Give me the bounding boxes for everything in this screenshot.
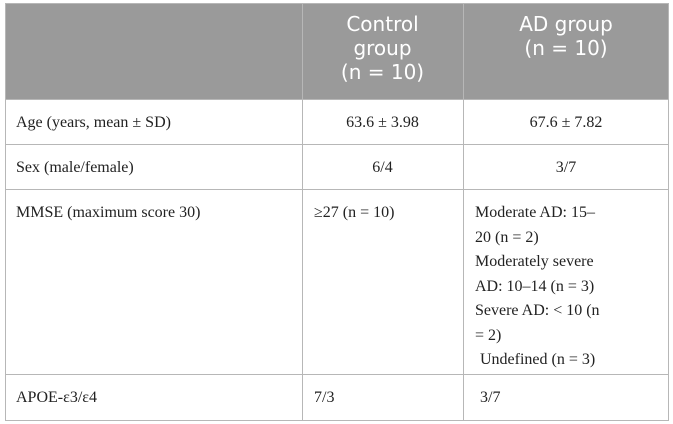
row-divider-4 — [6, 374, 668, 375]
row-apoe-label: APOE-ε3/ε4 — [16, 389, 97, 406]
column-divider-1 — [302, 4, 303, 420]
row-mmse-label: MMSE (maximum score 30) — [16, 204, 201, 221]
mmse-ad-line3: Moderately severe — [475, 253, 594, 270]
row-sex-control: 6/4 — [372, 159, 393, 176]
row-divider-3 — [6, 189, 668, 190]
mmse-ad-line2: 20 (n = 2) — [475, 228, 539, 246]
row-age-label: Age (years, mean ± SD) — [16, 114, 171, 131]
row-apoe-control: 7/3 — [314, 389, 335, 406]
column-divider-2 — [463, 4, 464, 420]
row-apoe-ad: 3/7 — [480, 389, 501, 406]
table-header: Control group (n = 10) AD group (n = 10) — [6, 4, 668, 99]
row-divider-2 — [6, 144, 668, 145]
header-ad-group: AD group (n = 10) — [464, 12, 668, 60]
row-mmse-ad: Moderate AD: 15– 20 (n = 2) Moderately s… — [475, 201, 600, 373]
header-ad-line1: AD group — [519, 12, 613, 36]
header-control-line3: (n = 10) — [340, 60, 425, 84]
mmse-ad-line1: Moderate AD: 15– — [475, 204, 595, 221]
row-age-ad: 67.6 ± 7.82 — [529, 114, 603, 131]
mmse-ad-line5: Severe AD: < 10 (n — [475, 302, 600, 319]
row-divider-1 — [6, 99, 668, 100]
header-ad-line2: (n = 10) — [524, 36, 608, 60]
header-control-line1: Control — [346, 12, 419, 36]
data-table: Control group (n = 10) AD group (n = 10)… — [5, 3, 669, 421]
mmse-ad-line4: AD: 10–14 (n = 3) — [475, 277, 595, 295]
row-mmse-control: ≥27 (n = 10) — [314, 204, 395, 221]
row-sex-label: Sex (male/female) — [16, 159, 134, 176]
header-control-line2: group — [353, 36, 412, 60]
row-sex-ad: 3/7 — [555, 159, 577, 176]
mmse-ad-line6: = 2) — [475, 326, 502, 344]
row-age-control: 63.6 ± 3.98 — [346, 114, 419, 131]
mmse-ad-line7: Undefined (n = 3) — [480, 351, 596, 368]
header-control-group: Control group (n = 10) — [303, 12, 462, 84]
